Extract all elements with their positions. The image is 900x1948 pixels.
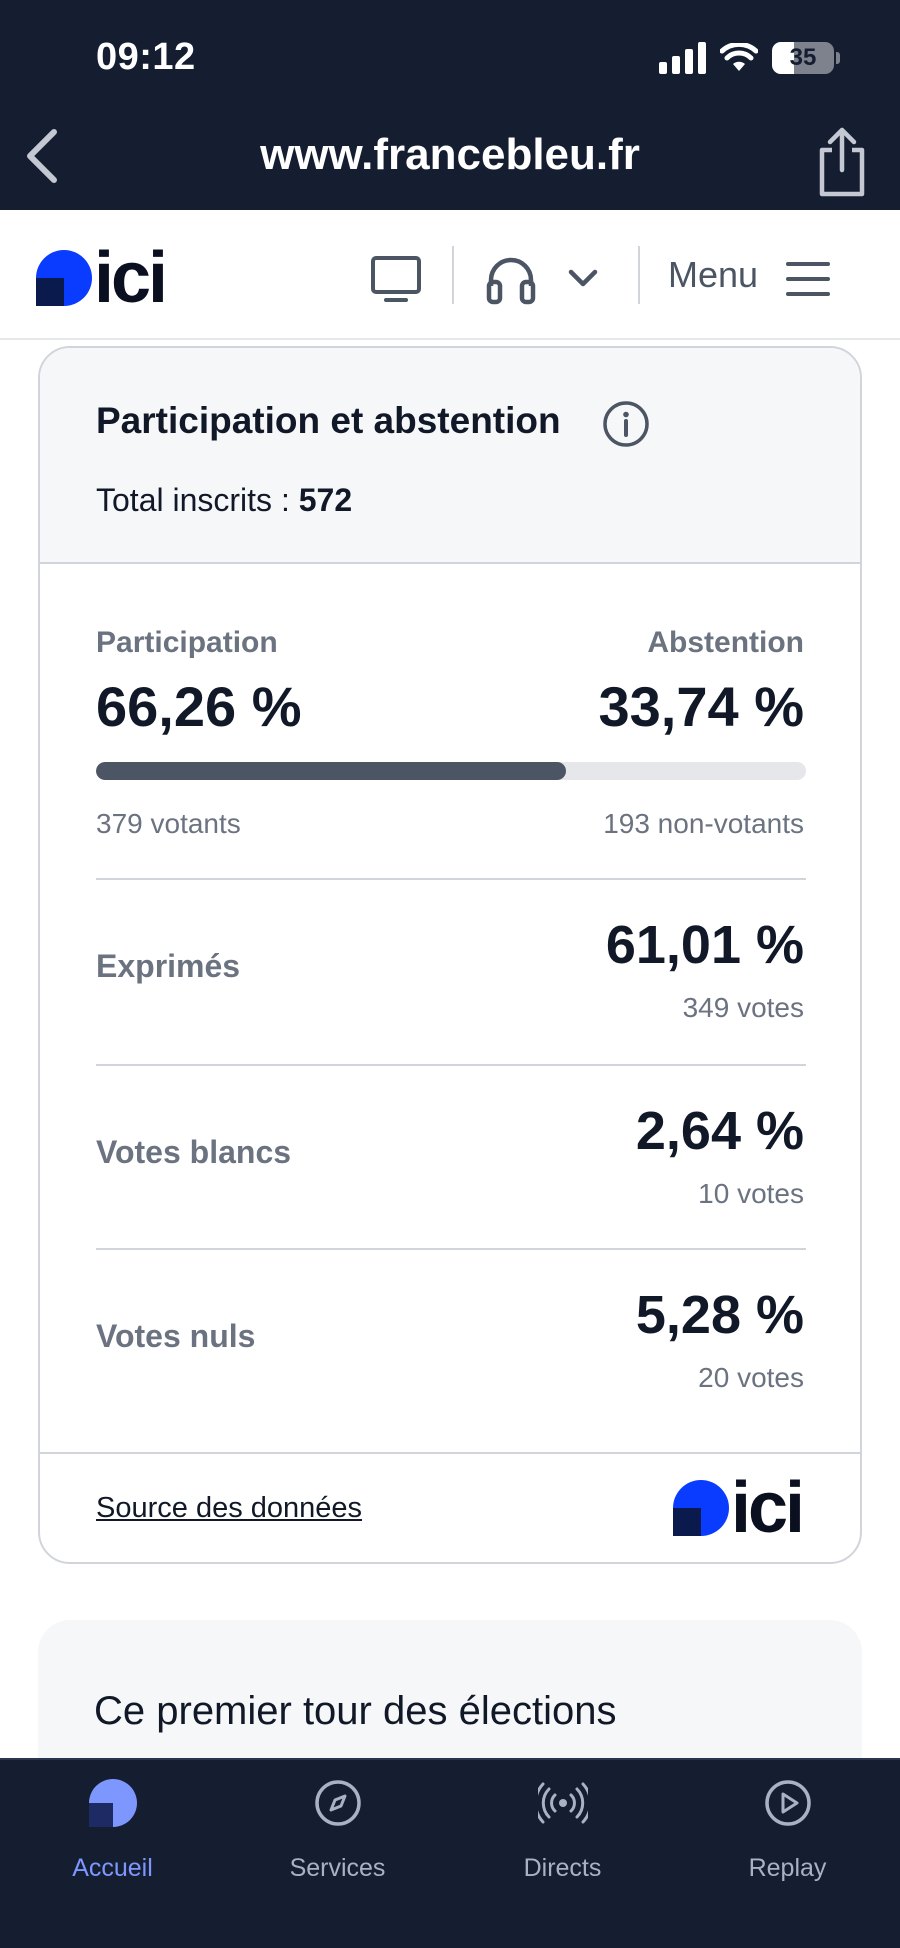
back-button[interactable] <box>20 126 64 186</box>
chevron-down-icon[interactable] <box>566 266 600 290</box>
info-icon[interactable] <box>602 400 650 448</box>
null-votes-label: Votes nuls <box>96 1318 256 1354</box>
voters-count: 379 votants <box>96 808 241 839</box>
headphones-icon[interactable] <box>484 252 538 306</box>
divider <box>96 1248 806 1250</box>
tab-directs[interactable]: Directs <box>450 1760 675 1948</box>
participation-progress-bar <box>96 762 806 780</box>
card-title: Participation et abstention <box>96 400 561 441</box>
menu-button[interactable]: Menu <box>668 254 759 295</box>
total-value: 572 <box>298 482 353 518</box>
tab-label: Directs <box>523 1854 602 1882</box>
teaser-text: Ce premier tour des élections <box>94 1689 617 1733</box>
divider <box>96 1064 806 1066</box>
expressed-value: 61,01 % <box>605 915 804 975</box>
url-display[interactable]: www.francebleu.fr <box>260 130 640 179</box>
null-votes-value: 5,28 % <box>635 1285 804 1345</box>
total-registered: Total inscrits : 572 <box>96 482 352 519</box>
tab-replay[interactable]: Replay <box>675 1760 900 1948</box>
tv-icon[interactable] <box>370 254 422 304</box>
compass-icon <box>315 1780 361 1826</box>
footer-logo-text: ici <box>730 1468 805 1548</box>
share-icon <box>819 127 865 197</box>
card-header: Participation et abstention Total inscri… <box>40 348 860 564</box>
chevron-left-icon <box>27 129 57 183</box>
blank-votes-count: 10 votes <box>698 1178 804 1209</box>
home-logo-icon <box>89 1779 137 1827</box>
share-button[interactable] <box>810 124 874 200</box>
logo-text: ici <box>94 238 168 318</box>
participation-value: 66,26 % <box>96 675 302 738</box>
battery-level: 35 <box>789 44 817 71</box>
tab-label: Replay <box>748 1854 827 1882</box>
total-label: Total inscrits : <box>96 482 290 518</box>
wifi-icon <box>720 43 758 71</box>
status-time: 09:12 <box>96 36 196 78</box>
bottom-tab-bar: Accueil Services Directs Replay <box>0 1758 900 1948</box>
blank-votes-label: Votes blancs <box>96 1134 292 1170</box>
tab-accueil[interactable]: Accueil <box>0 1760 225 1948</box>
blank-votes-value: 2,64 % <box>635 1101 804 1161</box>
expressed-label: Exprimés <box>96 948 241 984</box>
battery-icon: 35 <box>772 42 834 74</box>
ici-logo-icon <box>672 1480 729 1536</box>
expressed-votes: 349 votes <box>682 992 804 1023</box>
non-voters-count: 193 non-votants <box>603 808 804 839</box>
participation-card: Participation et abstention Total inscri… <box>38 346 862 1564</box>
ici-logo-icon <box>36 250 92 306</box>
card-footer: Source des données ici <box>40 1452 860 1562</box>
status-icons: 35 <box>659 42 840 74</box>
data-source-link[interactable]: Source des données <box>96 1492 363 1524</box>
hamburger-icon[interactable] <box>786 262 830 296</box>
site-header: ici Menu <box>0 210 900 340</box>
play-circle-icon <box>765 1780 811 1826</box>
header-divider <box>638 246 640 304</box>
browser-chrome: 09:12 35 www.francebleu.fr <box>0 0 900 210</box>
site-logo[interactable]: ici <box>36 238 168 318</box>
tab-label: Accueil <box>72 1854 153 1882</box>
broadcast-icon <box>538 1782 588 1824</box>
null-votes-count: 20 votes <box>698 1362 804 1393</box>
cellular-signal-icon <box>659 42 706 74</box>
participation-label: Participation <box>96 626 278 659</box>
tab-label: Services <box>289 1854 386 1882</box>
progress-fill <box>96 762 567 780</box>
abstention-value: 33,74 % <box>598 675 805 738</box>
abstention-label: Abstention <box>647 626 804 659</box>
header-divider <box>452 246 454 304</box>
footer-logo: ici <box>672 1468 805 1548</box>
tab-services[interactable]: Services <box>225 1760 450 1948</box>
divider <box>96 878 806 880</box>
